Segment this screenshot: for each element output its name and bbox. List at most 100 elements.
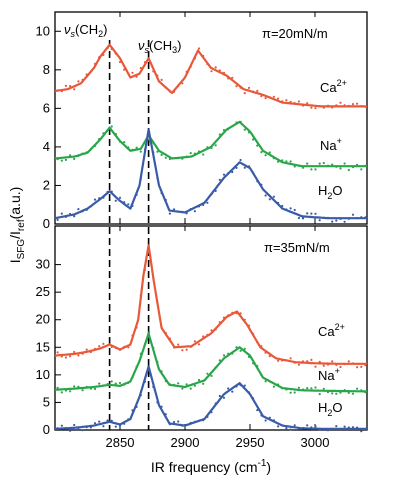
data-point: [164, 156, 167, 159]
data-point: [310, 212, 313, 215]
data-point: [272, 419, 275, 422]
data-point: [193, 420, 196, 423]
data-point: [139, 394, 142, 397]
data-point: [281, 387, 284, 390]
data-point: [247, 131, 251, 134]
data-point: [160, 326, 163, 329]
data-point: [131, 334, 134, 337]
data-point: [360, 430, 363, 433]
data-point: [227, 314, 230, 317]
x-tick-label: 2850: [106, 435, 135, 450]
data-point: [227, 387, 230, 390]
data-point: [110, 419, 113, 422]
data-point: [285, 388, 288, 391]
data-point: [197, 419, 201, 422]
data-point: [272, 157, 275, 160]
data-point: [281, 424, 284, 427]
data-point: [135, 365, 138, 368]
data-point: [239, 86, 242, 89]
data-point: [206, 146, 209, 149]
y-tick-label: 0: [43, 216, 50, 231]
top-label-ca: Ca2+: [320, 78, 347, 95]
series-line: [54, 244, 367, 365]
data-point: [356, 163, 359, 166]
data-point: [110, 190, 113, 193]
data-point: [231, 170, 234, 174]
data-point: [156, 150, 159, 153]
data-point: [189, 65, 192, 68]
data-point: [81, 389, 84, 392]
data-point: [264, 380, 267, 383]
data-point: [181, 424, 184, 427]
data-point: [243, 128, 246, 131]
data-point: [127, 381, 130, 384]
data-point: [218, 133, 221, 136]
data-point: [114, 382, 117, 385]
data-point: [56, 386, 59, 389]
data-point: [98, 137, 101, 141]
data-point: [297, 164, 300, 167]
data-point: [152, 346, 155, 349]
data-point: [93, 62, 97, 65]
data-point: [243, 166, 246, 169]
data-point: [306, 424, 309, 427]
data-point: [343, 363, 346, 366]
data-point: [202, 153, 205, 156]
y-tick-label: 20: [36, 312, 50, 327]
data-point: [231, 352, 234, 355]
data-point: [214, 189, 217, 192]
data-point: [206, 372, 209, 375]
data-point: [256, 341, 259, 344]
data-point: [160, 370, 163, 373]
data-point: [297, 100, 300, 103]
data-point: [202, 203, 205, 206]
data-point: [98, 382, 101, 385]
data-point: [160, 405, 163, 408]
data-point: [185, 212, 188, 215]
data-point: [156, 177, 159, 180]
data-point: [98, 420, 101, 423]
data-point: [231, 125, 234, 128]
data-point: [214, 366, 217, 369]
data-point: [252, 362, 255, 365]
y-tick-label: 30: [36, 257, 50, 272]
x-tick-label: 2950: [236, 435, 265, 450]
data-point: [189, 208, 192, 211]
data-point: [318, 428, 321, 431]
data-point: [148, 138, 151, 141]
data-point: [118, 196, 122, 199]
data-point: [218, 359, 221, 362]
data-point: [152, 141, 155, 144]
data-point: [181, 349, 184, 352]
data-point: [181, 210, 184, 213]
data-point: [351, 213, 355, 216]
data-point: [164, 413, 167, 416]
y-tick-label: 4: [43, 139, 50, 154]
data-point: [177, 85, 180, 88]
data-point: [310, 387, 313, 390]
data-point: [343, 104, 346, 107]
data-point: [243, 384, 246, 387]
y-tick-label: 25: [36, 284, 50, 299]
data-point: [73, 385, 76, 388]
data-point: [118, 140, 122, 143]
data-point: [339, 167, 342, 170]
data-point: [77, 385, 80, 388]
data-point: [131, 148, 134, 151]
data-point: [81, 429, 84, 432]
data-point: [148, 58, 151, 61]
data-point: [139, 177, 142, 180]
data-point: [173, 90, 176, 93]
data-point: [202, 54, 205, 58]
data-point: [106, 383, 109, 386]
y-axis-label: ISFG/Iref(a.u.): [7, 187, 27, 264]
data-point: [85, 151, 88, 154]
data-point: [177, 343, 180, 346]
data-point: [277, 425, 280, 428]
data-point: [110, 380, 113, 383]
ch3-peak-label: νs(CH3): [138, 38, 181, 55]
data-point: [331, 163, 334, 166]
data-point: [202, 335, 205, 338]
data-point: [356, 217, 359, 220]
data-point: [322, 106, 325, 109]
